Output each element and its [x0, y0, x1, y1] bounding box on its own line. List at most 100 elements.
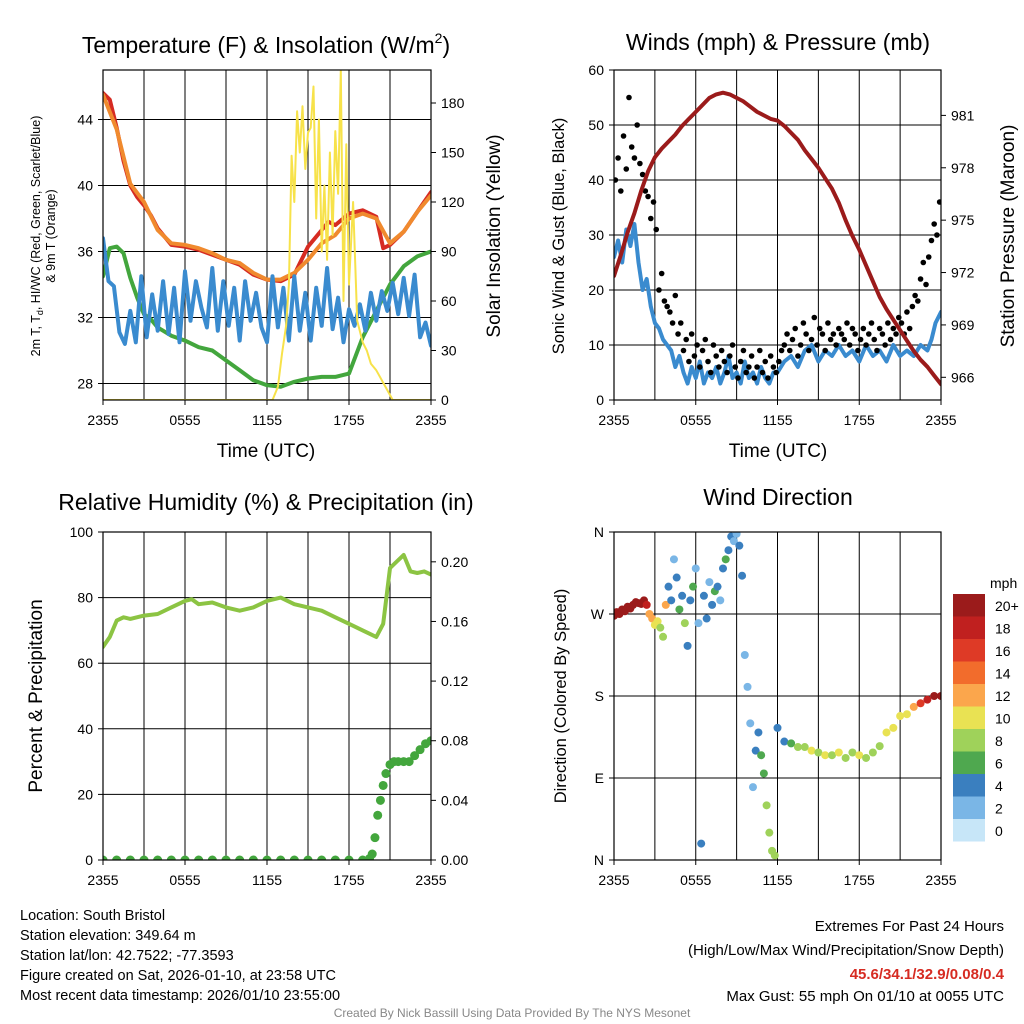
y2-tick-label: 966: [951, 369, 975, 385]
y2-tick-label: 981: [951, 107, 975, 123]
gust-point: [822, 347, 828, 354]
direction-point: [821, 751, 830, 760]
y2-tick-label: 0.08: [441, 733, 468, 749]
direction-point: [916, 699, 925, 708]
solar-insolation-line: [103, 70, 431, 400]
y2-tick-label: 30: [441, 343, 457, 359]
winds-xlabel: Time (UTC): [729, 441, 828, 462]
temperature-title-sup: 2: [435, 30, 443, 46]
y-tick-label: N: [594, 524, 604, 540]
winds-ylabel: Sonic Wind & Gust (Blue, Black): [550, 118, 568, 355]
gust-point: [816, 325, 823, 332]
gust-point: [732, 364, 739, 370]
direction-point: [683, 641, 692, 650]
gust-point: [934, 232, 940, 238]
gust-point: [746, 364, 752, 370]
y-tick-label: 60: [588, 62, 604, 78]
gust-point: [637, 160, 643, 167]
y-tick-label: 36: [77, 244, 93, 260]
gust-point: [865, 331, 872, 337]
y2-tick-label: 120: [441, 194, 465, 210]
gust-point: [909, 303, 916, 310]
direction-point: [743, 682, 752, 691]
y2-tick-label: 0: [441, 392, 449, 408]
x-tick-label: 2355: [87, 412, 118, 428]
legend-swatch: [953, 796, 985, 819]
direction-point: [841, 753, 850, 762]
gust-point: [765, 375, 771, 381]
gust-point: [795, 353, 801, 359]
gust-point: [691, 353, 698, 359]
direction-point: [667, 596, 676, 605]
direction-point: [642, 600, 651, 609]
pressure-y2label: Station Pressure (Maroon): [998, 125, 1019, 348]
series-layer: [614, 90, 941, 387]
gust-point: [705, 358, 711, 365]
direction-point: [882, 728, 891, 737]
gust-point: [882, 342, 888, 348]
legend-swatch: [953, 819, 985, 842]
legend-swatch: [953, 751, 985, 774]
y-tick-label: S: [595, 688, 604, 704]
gust-point: [762, 358, 769, 365]
direction-point: [855, 751, 864, 760]
gust-point: [735, 375, 741, 381]
direction-point: [713, 582, 722, 591]
precipitation-point: [194, 855, 204, 860]
gust-point: [658, 270, 665, 277]
gust-point: [827, 336, 834, 343]
insolation-y2label: Solar Insolation (Yellow): [484, 134, 505, 337]
gust-point: [707, 369, 714, 376]
y-tick-label: N: [594, 852, 604, 868]
direction-point: [724, 546, 733, 555]
y2-tick-label: 0.12: [441, 673, 468, 689]
direction-point: [800, 743, 809, 752]
gust-point: [710, 342, 717, 348]
gust-point: [925, 254, 932, 260]
direction-point: [689, 582, 698, 591]
direction-point: [787, 739, 796, 748]
gust-point: [623, 166, 630, 172]
direction-point: [719, 564, 727, 573]
direction-point: [814, 748, 823, 757]
extremes-gust: Max Gust: 55 mph On 01/10 at 0055 UTC: [726, 988, 1004, 1005]
gust-point: [806, 347, 812, 354]
gust-point: [784, 331, 790, 337]
hi-wc-line: [103, 236, 431, 348]
direction-point: [716, 596, 725, 605]
precipitation-point: [375, 795, 385, 805]
y-tick-label: 60: [77, 655, 93, 671]
gust-point: [756, 347, 763, 354]
sonic-wind-line: [614, 222, 941, 386]
extremes-values: 45.6/34.1/32.9/0.08/0.4: [849, 966, 1004, 983]
legend-label: 6: [995, 756, 1003, 772]
direction-point: [757, 751, 766, 760]
gust-point: [906, 325, 913, 332]
gust-point: [825, 320, 831, 326]
gust-point: [653, 226, 660, 233]
series-layer: [103, 70, 431, 400]
temperature-title-main: Temperature (F) & Insolation (W/m: [82, 32, 435, 58]
direction-point: [705, 578, 714, 587]
gust-point: [863, 342, 869, 348]
y2-tick-label: 0.00: [441, 852, 468, 868]
gust-point: [754, 364, 760, 370]
gust-point: [898, 320, 905, 326]
gust-point: [615, 155, 621, 161]
precipitation-point: [207, 855, 217, 860]
gust-point: [669, 320, 676, 326]
gust-point: [628, 144, 635, 150]
precipitation-point: [262, 855, 272, 860]
gust-point: [912, 292, 918, 299]
temperature-panel: Temperature (F) & Insolation (W/m2) 2355…: [29, 30, 505, 462]
gust-point: [626, 94, 632, 101]
gust-point: [874, 347, 880, 354]
direction-point: [762, 801, 771, 810]
direction-point: [889, 723, 898, 732]
gust-point: [857, 336, 864, 343]
x-tick-label: 1755: [333, 412, 364, 428]
plot-frame: [102, 531, 432, 861]
series-layer: [103, 553, 431, 860]
x-tick-label: 0555: [169, 412, 200, 428]
gust-point: [833, 342, 839, 348]
